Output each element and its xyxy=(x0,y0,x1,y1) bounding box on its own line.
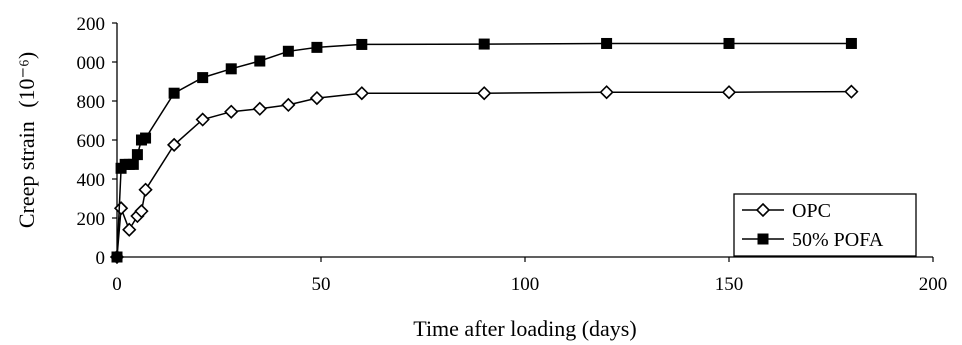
x-tick-label: 100 xyxy=(511,274,540,295)
legend-item: 50% POFA xyxy=(742,229,884,251)
data-point xyxy=(723,37,735,49)
legend-label: 50% POFA xyxy=(792,229,884,251)
legend-label: OPC xyxy=(792,200,831,222)
data-point xyxy=(195,112,210,127)
legend-marker xyxy=(755,202,771,218)
legend: OPC 50% POFA xyxy=(733,193,917,257)
data-point xyxy=(721,85,737,100)
legend-item: OPC xyxy=(742,200,831,222)
legend-items: OPC 50% POFA xyxy=(742,200,884,251)
data-point xyxy=(309,90,325,106)
x-axis-label: Time after loading (days) xyxy=(413,316,636,341)
legend-marker xyxy=(757,233,769,245)
series-opc xyxy=(109,84,859,265)
data-point xyxy=(281,97,296,113)
y-tick-label: 000 xyxy=(77,53,106,74)
data-point xyxy=(122,222,137,237)
y-axis-ticks: 0 200 400 600 800 000 200 xyxy=(77,14,117,269)
y-tick-label: 200 xyxy=(77,209,106,230)
y-axis-label-text: Creep strain xyxy=(14,121,39,228)
data-point xyxy=(356,38,368,50)
data-point xyxy=(601,37,613,49)
data-point xyxy=(113,201,129,216)
data-point xyxy=(111,251,123,263)
data-point xyxy=(224,104,239,119)
y-tick-label: 200 xyxy=(77,14,106,35)
data-point xyxy=(845,37,857,49)
data-point xyxy=(168,87,180,99)
y-axis-label: Creep strain (10⁻⁶) xyxy=(14,52,39,228)
y-tick-label: 400 xyxy=(77,170,106,191)
series-pofa xyxy=(111,37,857,263)
data-point xyxy=(134,204,149,219)
data-point xyxy=(252,101,267,116)
x-tick-label: 150 xyxy=(715,274,744,295)
data-point xyxy=(166,137,182,153)
data-point xyxy=(477,86,492,101)
data-point xyxy=(138,182,153,197)
data-point xyxy=(282,45,294,57)
data-point xyxy=(140,132,152,144)
x-axis-ticks: 0 50 100 150 200 xyxy=(112,257,947,295)
data-point xyxy=(311,41,323,53)
y-axis-label-unit: (10⁻⁶) xyxy=(14,52,39,108)
y-tick-label: 600 xyxy=(77,131,106,152)
y-tick-label: 0 xyxy=(96,248,106,269)
data-point xyxy=(131,149,143,161)
data-point xyxy=(197,72,209,84)
data-point xyxy=(127,158,139,170)
data-point xyxy=(599,85,614,100)
x-tick-label: 200 xyxy=(919,274,948,295)
data-point xyxy=(254,55,266,67)
data-point xyxy=(225,63,237,75)
data-point xyxy=(478,38,490,50)
y-tick-label: 800 xyxy=(77,92,106,113)
data-point xyxy=(354,86,369,101)
series-layer xyxy=(109,37,859,265)
data-point xyxy=(844,84,859,99)
x-tick-label: 0 xyxy=(112,274,122,295)
x-tick-label: 50 xyxy=(312,274,331,295)
